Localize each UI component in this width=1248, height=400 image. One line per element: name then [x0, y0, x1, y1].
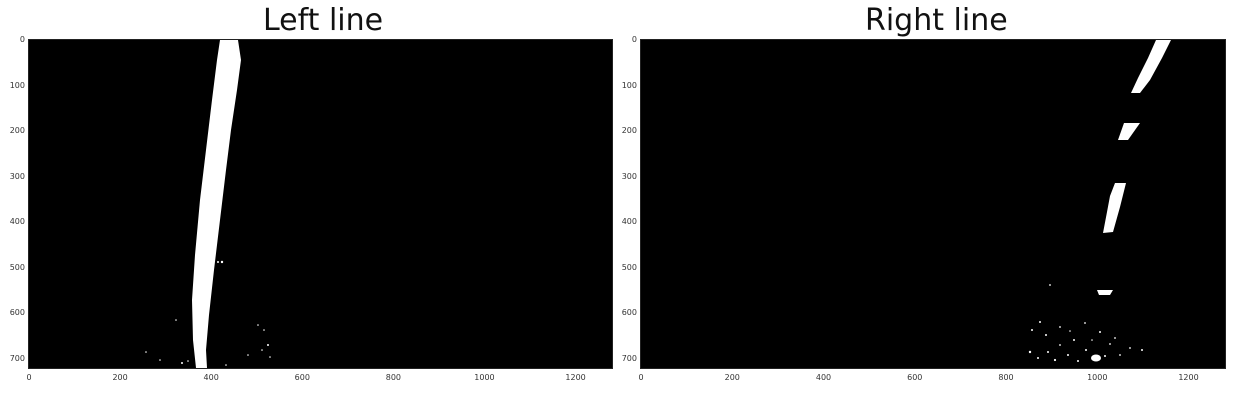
- left-noise: [261, 349, 263, 351]
- left-noise: [187, 360, 189, 362]
- left-xtick-label: 200: [112, 373, 128, 382]
- right-binary-image: [640, 39, 1226, 369]
- right-blob: [1091, 354, 1101, 362]
- right-noise: [1129, 347, 1131, 349]
- right-noise: [1085, 349, 1087, 351]
- right-xtick-label: 1200: [1178, 373, 1199, 382]
- right-noise: [1067, 354, 1069, 356]
- right-noise: [1045, 334, 1047, 336]
- left-xtick-label: 800: [385, 373, 402, 382]
- right-noise: [1114, 337, 1116, 339]
- right-noise: [1084, 322, 1086, 324]
- right-noise: [1049, 284, 1051, 286]
- right-noise: [1053, 358, 1057, 362]
- right-ytick-label: 400: [621, 217, 637, 227]
- right-xtick-label: 1000: [1087, 373, 1108, 382]
- right-noise: [1059, 344, 1061, 346]
- right-noise: [1039, 321, 1041, 323]
- left-xtick-label: 400: [203, 373, 219, 382]
- left-ytick-label: 0: [19, 35, 25, 44]
- right-noise: [1028, 350, 1032, 354]
- left-xtick-label: 0: [26, 373, 32, 382]
- left-noise: [267, 344, 269, 346]
- left-noise: [181, 362, 183, 364]
- right-noise: [1119, 354, 1121, 356]
- left-ytick-label: 600: [9, 308, 25, 318]
- left-noise: [145, 351, 147, 353]
- right-panel-title: Right line: [865, 3, 1008, 38]
- right-noise: [1073, 339, 1075, 341]
- left-noise: [257, 324, 259, 326]
- right-noise: [1031, 329, 1033, 331]
- left-noise: [263, 329, 265, 331]
- left-noise: [217, 261, 219, 263]
- right-noise: [1141, 349, 1143, 351]
- right-noise: [1077, 360, 1079, 362]
- right-noise: [1109, 343, 1111, 345]
- right-ytick-label: 500: [621, 262, 637, 272]
- right-ytick-label: 100: [621, 80, 637, 90]
- left-binary-image: [28, 39, 613, 369]
- left-noise: [225, 364, 227, 366]
- right-xtick-label: 800: [998, 373, 1014, 382]
- left-noise: [220, 260, 224, 264]
- right-lane-segment: [1097, 290, 1113, 295]
- right-noise: [1099, 331, 1101, 333]
- right-ytick-label: 0: [631, 35, 637, 44]
- right-noise: [1037, 357, 1039, 359]
- left-noise: [269, 356, 271, 358]
- left-xtick-label: 600: [294, 373, 310, 382]
- right-noise: [1047, 351, 1049, 353]
- right-lane-segment: [1118, 123, 1140, 140]
- right-xtick-label: 600: [907, 373, 923, 382]
- right-noise: [1104, 355, 1106, 357]
- left-noise: [175, 319, 177, 321]
- right-ytick-label: 700: [621, 353, 637, 363]
- right-lane-segment: [1131, 40, 1171, 93]
- left-xtick-label: 1000: [474, 373, 495, 382]
- left-ytick-label: 500: [9, 262, 25, 272]
- right-noise: [1069, 330, 1071, 332]
- right-noise: [1059, 326, 1061, 328]
- right-lane-segment: [1103, 183, 1126, 233]
- right-xtick-label: 400: [815, 373, 832, 382]
- left-ytick-label: 300: [9, 171, 25, 181]
- right-ytick-label: 300: [621, 171, 637, 181]
- left-noise: [247, 354, 249, 356]
- left-ytick-label: 700: [9, 353, 25, 363]
- left-panel-title: Left line: [263, 3, 384, 38]
- left-noise: [159, 359, 161, 361]
- left-ytick-label: 400: [9, 217, 25, 227]
- left-ytick-label: 100: [9, 80, 25, 90]
- right-noise: [1091, 339, 1093, 341]
- right-xtick-label: 200: [724, 373, 740, 382]
- right-ytick-label: 200: [621, 126, 637, 136]
- right-xtick-label: 0: [638, 373, 644, 382]
- left-lane-strip: [192, 40, 241, 368]
- left-ytick-label: 200: [9, 126, 25, 136]
- left-xtick-label: 1200: [565, 373, 586, 382]
- right-ytick-label: 600: [621, 308, 637, 318]
